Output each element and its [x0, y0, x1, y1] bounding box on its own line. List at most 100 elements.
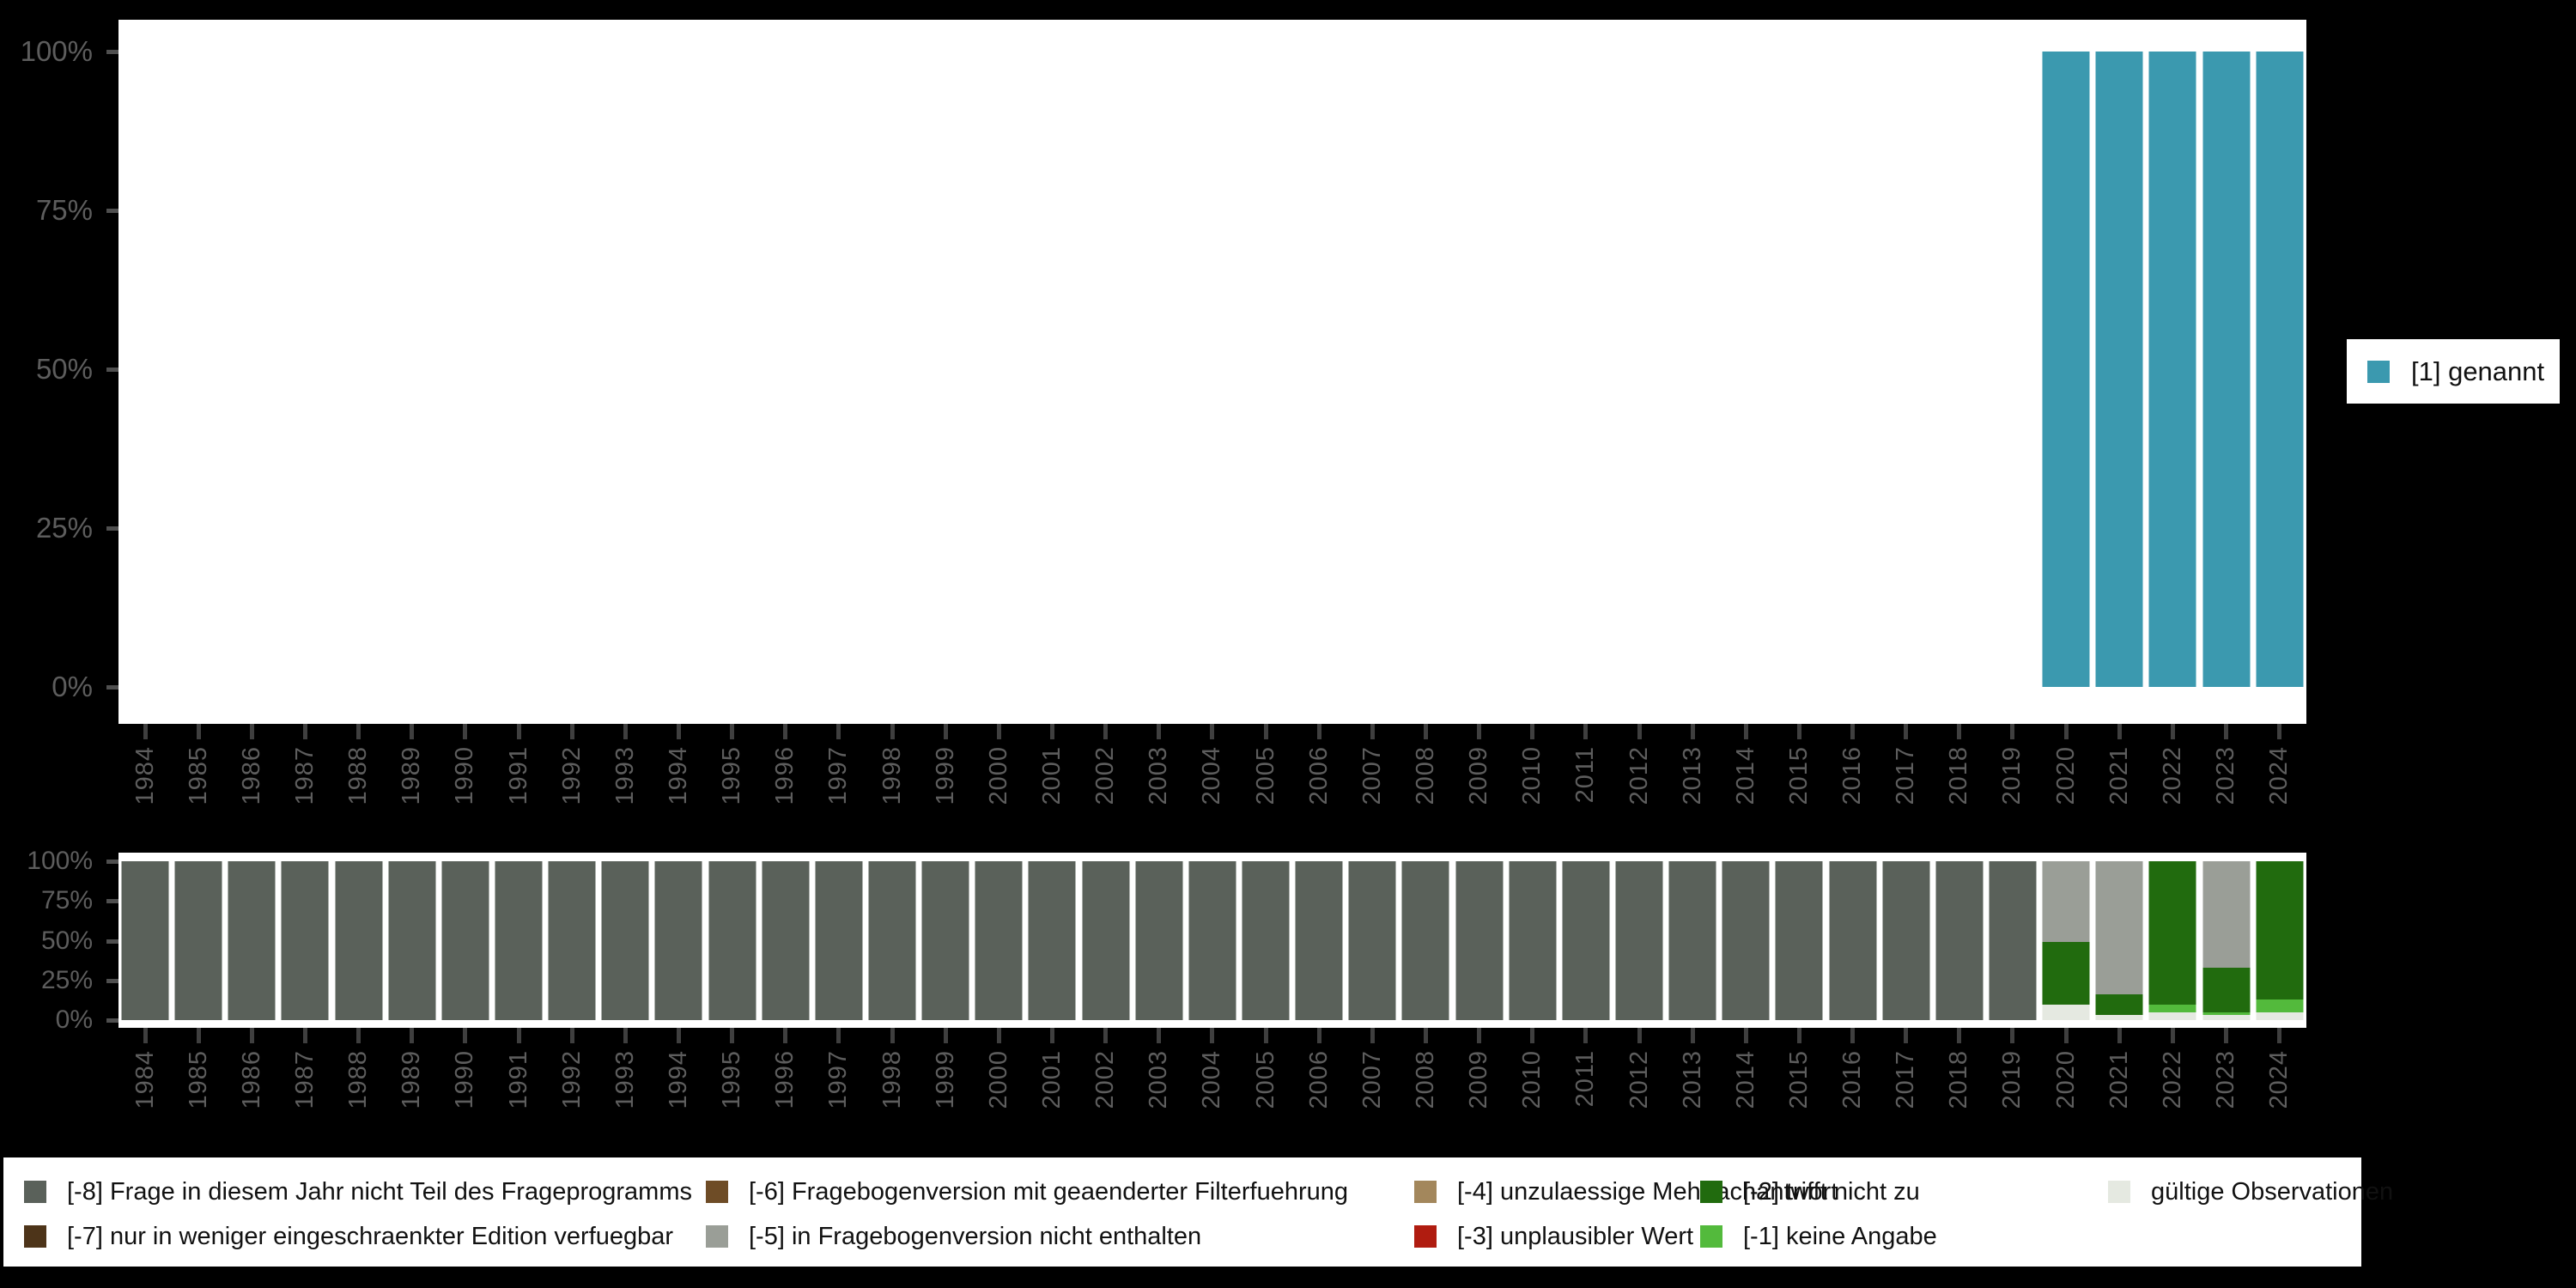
legend-swatch-genannt [2367, 360, 2390, 383]
x-axis-slot: 2011 [1559, 724, 1613, 835]
legend-swatch [2108, 1181, 2130, 1203]
x-axis-tick-mark [2117, 1028, 2122, 1043]
stacked-bar-1989 [388, 861, 436, 1020]
bar-slot-2017 [1880, 861, 1933, 1020]
x-axis-tick-label: 1998 [878, 1050, 906, 1109]
bar-segment [2202, 1015, 2251, 1020]
legend-swatch [1700, 1181, 1722, 1203]
x-axis-tick-mark [1263, 724, 1268, 739]
legend-item: [-2] trifft nicht zu [1700, 1177, 1920, 1206]
x-axis-tick-label: 1989 [398, 1050, 426, 1109]
plot-panel [118, 853, 2306, 1028]
x-axis-slot: 2015 [1772, 1028, 1826, 1139]
bar-segment [1348, 861, 1396, 1020]
x-axis-slot: 1994 [652, 724, 705, 835]
bar-slot-1994 [652, 861, 705, 1020]
x-axis-slot: 1986 [225, 724, 278, 835]
y-axis-tick-mark [106, 685, 118, 690]
x-axis-slot: 1992 [545, 1028, 598, 1139]
bar-slot-2000 [972, 861, 1025, 1020]
x-axis-tick-label: 2016 [1838, 1050, 1867, 1109]
x-axis-slot: 2017 [1880, 724, 1933, 835]
x-axis-slot: 2000 [972, 724, 1025, 835]
bar-segment [1668, 861, 1716, 1020]
bar-slot-2021 [2093, 861, 2146, 1020]
bar-segment [174, 861, 222, 1020]
x-axis-tick-label: 1986 [237, 1050, 265, 1109]
x-axis-tick-mark [1423, 1028, 1428, 1043]
missing-codes-legend: [-8] Frage in diesem Jahr nicht Teil des… [3, 1157, 2393, 1267]
x-axis-slot: 1991 [492, 724, 545, 835]
bar-segment [2148, 1004, 2196, 1012]
bar-slot-2002 [1079, 861, 1133, 1020]
legend-item-label: [-6] Fragebogenversion mit geaenderter F… [749, 1177, 1348, 1206]
bar-segment [1989, 861, 2037, 1020]
x-axis-tick-label: 2003 [1145, 1050, 1173, 1109]
bar-segment [388, 861, 436, 1020]
x-axis-tick-mark [1263, 1028, 1268, 1043]
bar-segment [2202, 861, 2251, 968]
x-axis-slot: 1990 [439, 724, 492, 835]
x-axis-slot: 2006 [1292, 724, 1346, 835]
stacked-bar-2017 [1882, 861, 1930, 1020]
x-axis-tick-mark [943, 724, 948, 739]
x-axis-tick-mark [1316, 1028, 1321, 1043]
bar-slot-2008 [1399, 861, 1452, 1020]
x-axis-tick-mark [1637, 1028, 1642, 1043]
stacked-bar-1998 [868, 861, 916, 1020]
bar-segment [2095, 861, 2143, 995]
x-axis-tick-label: 2004 [1198, 1050, 1226, 1109]
bar-segment [1455, 861, 1504, 1020]
bar-segment [2256, 1012, 2304, 1020]
x-axis-slot: 1985 [172, 1028, 225, 1139]
stacked-bar-2006 [1295, 861, 1343, 1020]
stacked-bar-1994 [654, 861, 702, 1020]
x-axis-tick-mark [2063, 1028, 2069, 1043]
x-axis-tick-label: 2020 [2051, 1050, 2080, 1109]
bar-segment [2256, 861, 2304, 999]
x-axis-tick-mark [356, 724, 361, 739]
bar-slot-2015 [1772, 861, 1826, 1020]
x-axis-tick-label: 2011 [1571, 1050, 1600, 1108]
x-axis-slot: 2001 [1025, 724, 1078, 835]
x-axis-slot: 1993 [598, 1028, 652, 1139]
y-axis-tick-mark [106, 939, 118, 944]
legend-item: gültige Observationen [2108, 1177, 2393, 1206]
x-axis-tick-label: 1987 [290, 1050, 319, 1109]
x-axis-tick-mark [1583, 1028, 1589, 1043]
bar-segment [281, 861, 329, 1020]
x-axis-tick-mark [516, 1028, 521, 1043]
x-axis-slot: 1993 [598, 724, 652, 835]
bar-segment [815, 861, 863, 1020]
x-axis-tick-label: 2013 [1678, 1050, 1706, 1109]
x-axis-slot: 2013 [1666, 724, 1719, 835]
x-axis-tick-mark [836, 724, 841, 739]
stacked-bar-2013 [1668, 861, 1716, 1020]
stacked-bar-2023 [2202, 861, 2251, 1020]
bar-segment [2095, 994, 2143, 1016]
bar-slot-1992 [545, 861, 598, 1020]
bar-segment [2202, 1012, 2251, 1016]
legend-item-label: [-3] unplausibler Wert [1457, 1222, 1694, 1250]
x-axis-tick-label: 2015 [1784, 1050, 1813, 1109]
x-axis-slot: 2019 [1986, 1028, 2039, 1139]
x-axis-slot: 1998 [866, 724, 919, 835]
x-axis-tick-label: 2000 [984, 1050, 1012, 1109]
x-axis-tick-mark [1743, 1028, 1748, 1043]
x-axis-slot: 2021 [2093, 724, 2146, 835]
bar-segment [1295, 861, 1343, 1020]
x-axis-slot: 2018 [1933, 724, 1986, 835]
x-axis-slot: 2008 [1399, 1028, 1452, 1139]
y-axis-tick-mark [106, 1018, 118, 1023]
x-axis-tick-mark [1850, 724, 1856, 739]
legend-swatch [1700, 1225, 1722, 1248]
x-axis-slot: 1989 [386, 1028, 439, 1139]
stacked-bar-1997 [815, 861, 863, 1020]
legend-item: [-8] Frage in diesem Jahr nicht Teil des… [24, 1177, 692, 1206]
stacked-bar-1990 [441, 861, 489, 1020]
stacked-bar-2005 [1242, 861, 1290, 1020]
x-axis-tick-mark [356, 1028, 361, 1043]
bar-segment [1188, 861, 1236, 1020]
